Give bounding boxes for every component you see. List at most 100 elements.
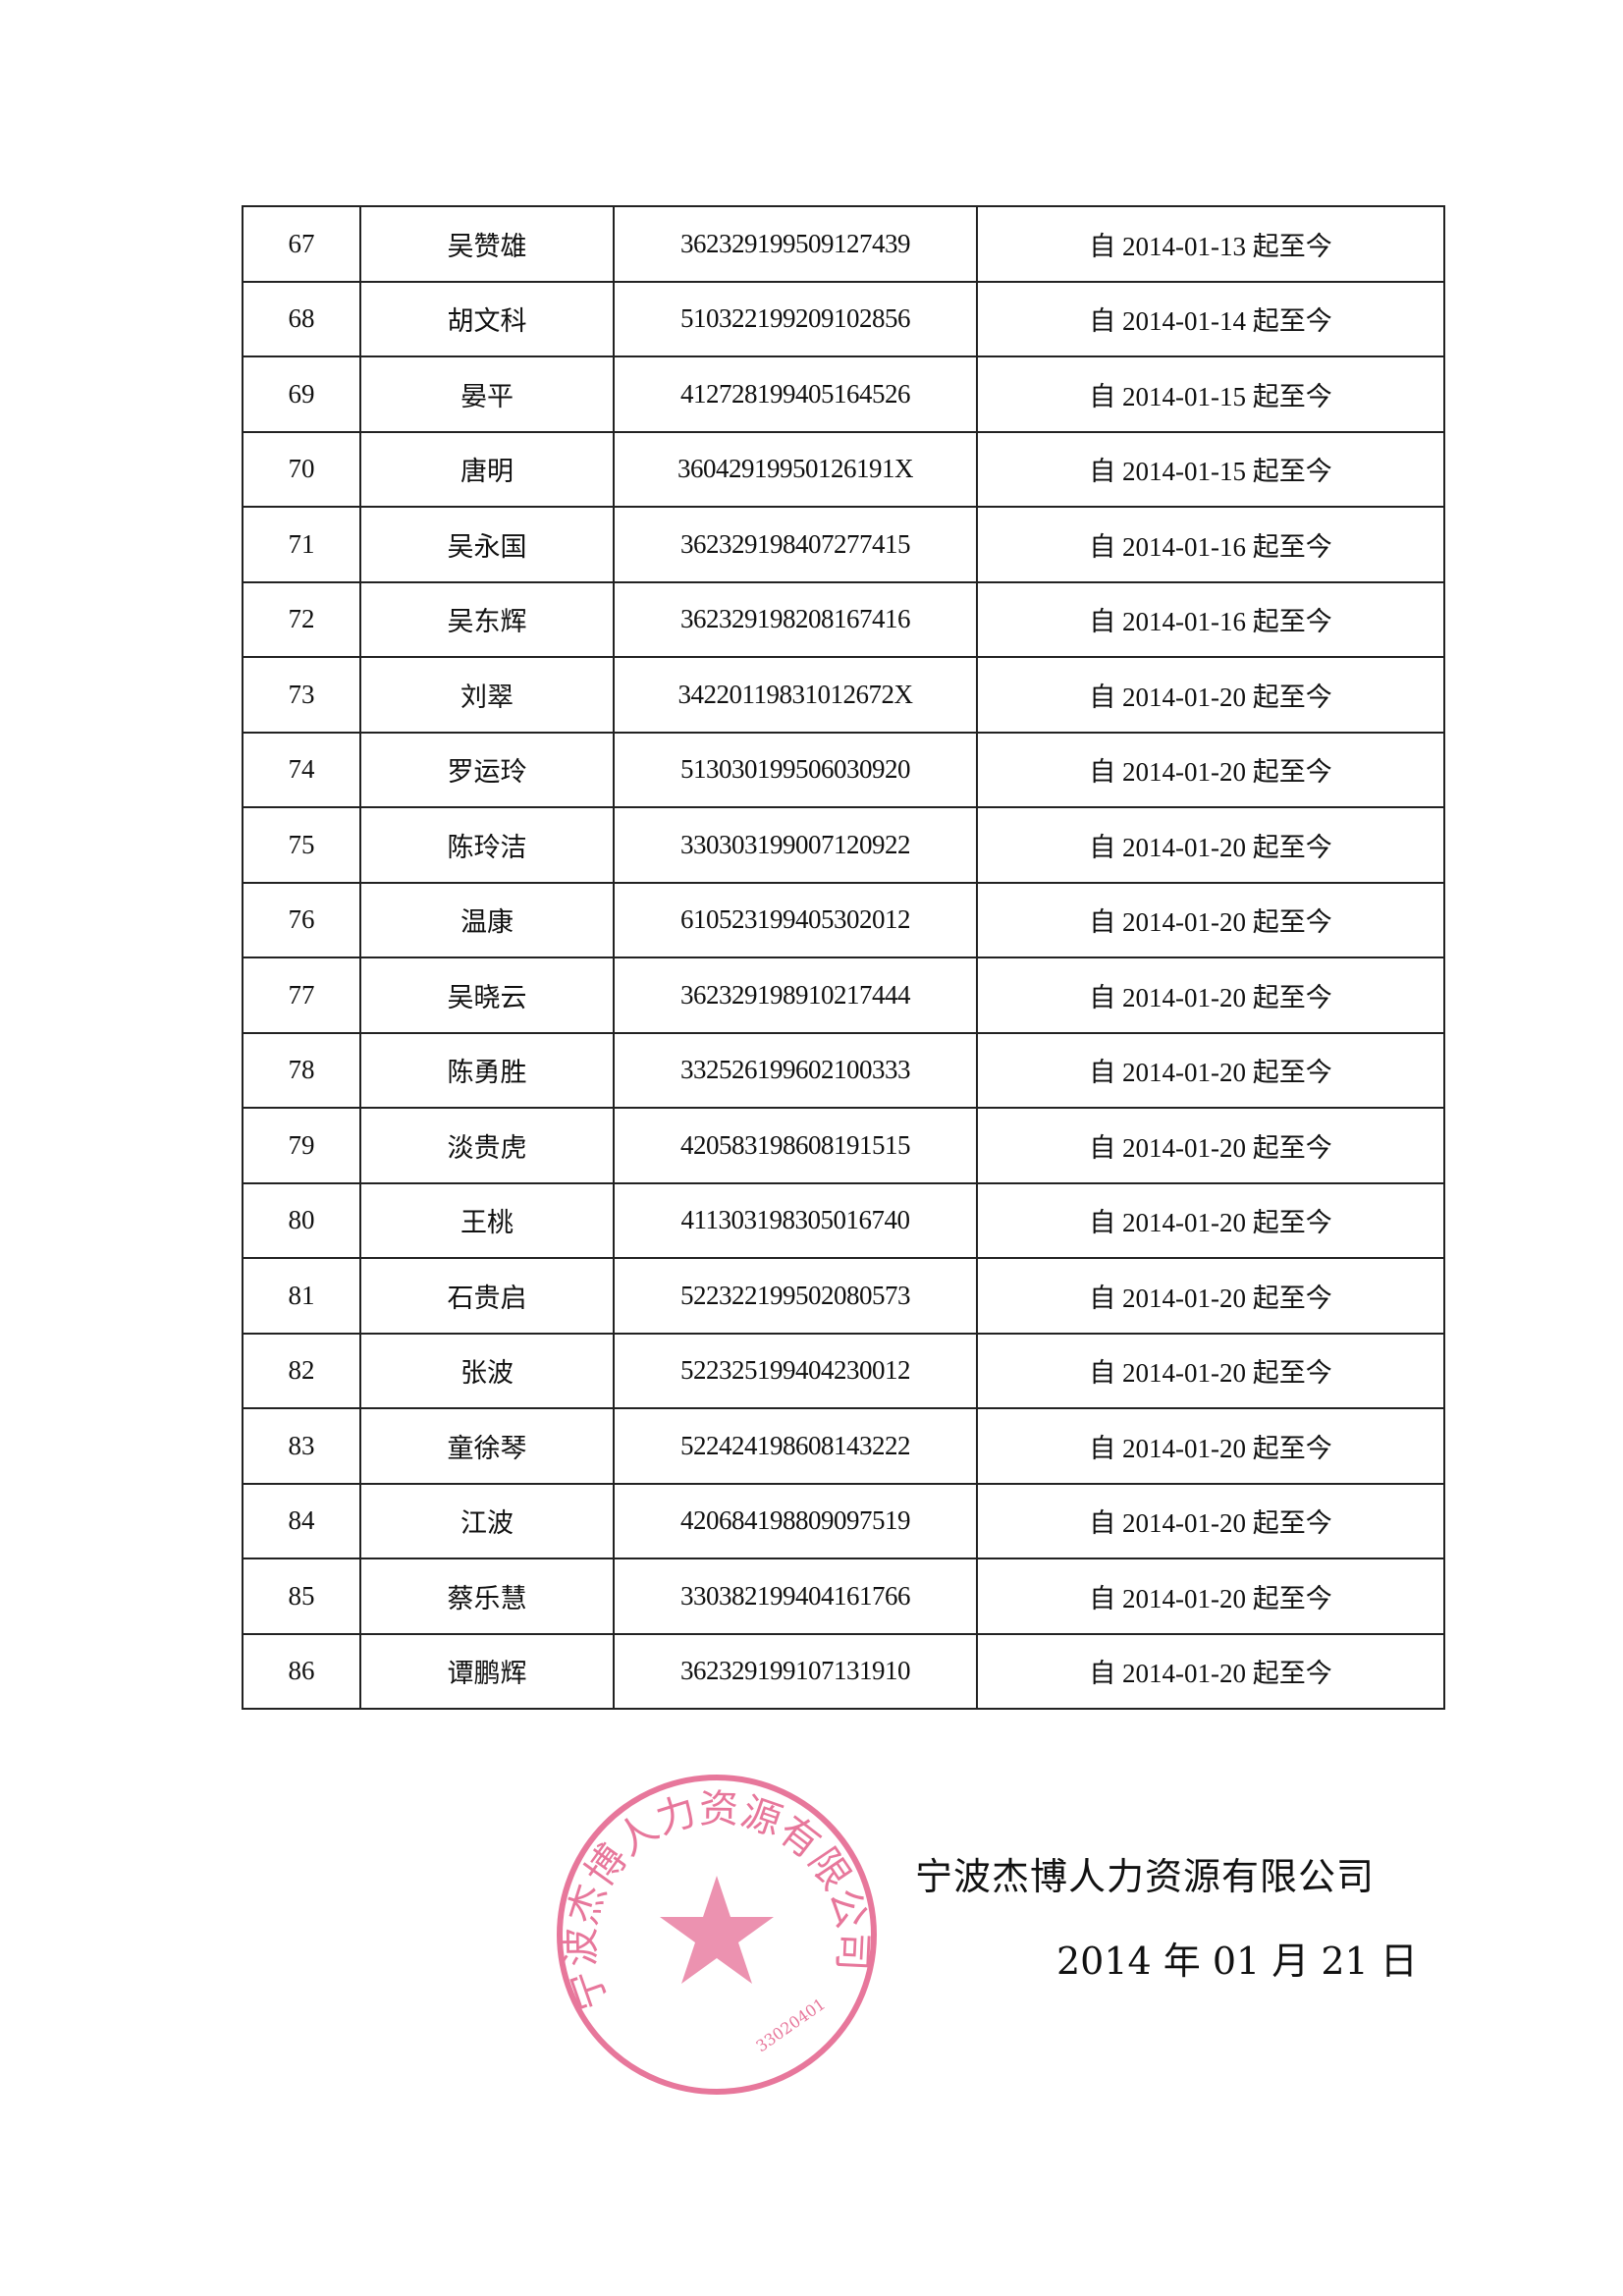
id-number: 34220119831012672X [613, 656, 978, 734]
row-number: 72 [242, 580, 361, 658]
id-number: 362329198407277415 [613, 506, 978, 583]
employee-name: 江波 [359, 1482, 615, 1559]
table-row: 86 谭鹏辉 362329199107131910 自 2014-01-20 起至今 [242, 1632, 1445, 1710]
table-row: 69 晏平 412728199405164526 自 2014-01-15 起至今 [242, 355, 1445, 433]
employment-period: 自 2014-01-16 起至今 [976, 580, 1445, 658]
employment-period: 自 2014-01-20 起至今 [976, 1031, 1445, 1109]
employment-period: 自 2014-01-13 起至今 [976, 205, 1445, 283]
employee-name: 陈勇胜 [359, 1031, 615, 1109]
id-number: 332526199602100333 [613, 1031, 978, 1109]
id-number: 362329199509127439 [613, 205, 978, 283]
id-number: 330303199007120922 [613, 806, 978, 884]
table-row: 70 唐明 36042919950126191X 自 2014-01-15 起至今 [242, 430, 1445, 508]
id-number: 362329198910217444 [613, 957, 978, 1034]
table-row: 77 吴晓云 362329198910217444 自 2014-01-20 起至今 [242, 957, 1445, 1034]
id-number: 522325199404230012 [613, 1332, 978, 1409]
table-row: 67 吴赞雄 362329199509127439 自 2014-01-13 起至今 [242, 205, 1445, 283]
employee-name: 吴晓云 [359, 957, 615, 1034]
row-number: 78 [242, 1031, 361, 1109]
employment-period: 自 2014-01-20 起至今 [976, 1407, 1445, 1485]
id-number: 411303198305016740 [613, 1181, 978, 1259]
employment-period: 自 2014-01-15 起至今 [976, 430, 1445, 508]
employment-period: 自 2014-01-20 起至今 [976, 1181, 1445, 1259]
row-number: 85 [242, 1558, 361, 1635]
row-number: 84 [242, 1482, 361, 1559]
id-number: 610523199405302012 [613, 881, 978, 958]
star-icon [660, 1876, 774, 1984]
employee-name: 温康 [359, 881, 615, 958]
row-number: 71 [242, 506, 361, 583]
employee-name: 淡贵虎 [359, 1107, 615, 1184]
row-number: 73 [242, 656, 361, 734]
row-number: 86 [242, 1632, 361, 1710]
table-row: 78 陈勇胜 332526199602100333 自 2014-01-20 起至今 [242, 1031, 1445, 1109]
employment-period: 自 2014-01-20 起至今 [976, 1482, 1445, 1559]
id-number: 420583198608191515 [613, 1107, 978, 1184]
table-row: 80 王桃 411303198305016740 自 2014-01-20 起至今 [242, 1181, 1445, 1259]
row-number: 77 [242, 957, 361, 1034]
employment-period: 自 2014-01-14 起至今 [976, 280, 1445, 357]
employee-name: 吴永国 [359, 506, 615, 583]
row-number: 68 [242, 280, 361, 357]
seal-ring [557, 1775, 877, 2095]
table-row: 68 胡文科 510322199209102856 自 2014-01-14 起至今 [242, 280, 1445, 357]
employee-name: 谭鹏辉 [359, 1632, 615, 1710]
row-number: 80 [242, 1181, 361, 1259]
table-row: 81 石贵启 522322199502080573 自 2014-01-20 起至今 [242, 1257, 1445, 1335]
table-row: 79 淡贵虎 420583198608191515 自 2014-01-20 起至今 [242, 1107, 1445, 1184]
employment-period: 自 2014-01-20 起至今 [976, 1257, 1445, 1335]
table-row: 76 温康 610523199405302012 自 2014-01-20 起至今 [242, 881, 1445, 958]
id-number: 330382199404161766 [613, 1558, 978, 1635]
table-row: 84 江波 420684198809097519 自 2014-01-20 起至今 [242, 1482, 1445, 1559]
table-row: 71 吴永国 362329198407277415 自 2014-01-16 起至今 [242, 506, 1445, 583]
employment-period: 自 2014-01-20 起至今 [976, 1558, 1445, 1635]
employee-name: 吴东辉 [359, 580, 615, 658]
seal-code: 33020401 [752, 1995, 829, 2055]
employee-name: 石贵启 [359, 1257, 615, 1335]
employment-period: 自 2014-01-20 起至今 [976, 656, 1445, 734]
table-row: 75 陈玲洁 330303199007120922 自 2014-01-20 起至今 [242, 806, 1445, 884]
employment-period: 自 2014-01-15 起至今 [976, 355, 1445, 433]
employee-name: 唐明 [359, 430, 615, 508]
row-number: 67 [242, 205, 361, 283]
id-number: 420684198809097519 [613, 1482, 978, 1559]
employee-name: 晏平 [359, 355, 615, 433]
employment-period: 自 2014-01-20 起至今 [976, 1107, 1445, 1184]
row-number: 70 [242, 430, 361, 508]
employee-name: 陈玲洁 [359, 806, 615, 884]
signature-date: 2014 年 01 月 21 日 [1056, 1940, 1418, 1983]
employment-period: 自 2014-01-20 起至今 [976, 1332, 1445, 1409]
employee-name: 蔡乐慧 [359, 1558, 615, 1635]
id-number: 510322199209102856 [613, 280, 978, 357]
row-number: 83 [242, 1407, 361, 1485]
id-number: 412728199405164526 [613, 355, 978, 433]
employment-period: 自 2014-01-20 起至今 [976, 1632, 1445, 1710]
employment-period: 自 2014-01-20 起至今 [976, 806, 1445, 884]
row-number: 69 [242, 355, 361, 433]
id-number: 362329199107131910 [613, 1632, 978, 1710]
table-row: 83 童徐琴 522424198608143222 自 2014-01-20 起至今 [242, 1407, 1445, 1485]
row-number: 74 [242, 731, 361, 808]
table-row: 85 蔡乐慧 330382199404161766 自 2014-01-20 起至今 [242, 1558, 1445, 1635]
table-row: 73 刘翠 34220119831012672X 自 2014-01-20 起至今 [242, 656, 1445, 734]
employment-period: 自 2014-01-20 起至今 [976, 881, 1445, 958]
id-number: 522322199502080573 [613, 1257, 978, 1335]
employment-period: 自 2014-01-20 起至今 [976, 957, 1445, 1034]
table-row: 72 吴东辉 362329198208167416 自 2014-01-16 起至今 [242, 580, 1445, 658]
employee-name: 刘翠 [359, 656, 615, 734]
employee-name: 童徐琴 [359, 1407, 615, 1485]
row-number: 82 [242, 1332, 361, 1409]
employee-table: 67 吴赞雄 362329199509127439 自 2014-01-13 起至今 6… [242, 205, 1445, 1710]
employee-name: 张波 [359, 1332, 615, 1409]
id-number: 522424198608143222 [613, 1407, 978, 1485]
row-number: 76 [242, 881, 361, 958]
row-number: 79 [242, 1107, 361, 1184]
employment-period: 自 2014-01-20 起至今 [976, 731, 1445, 808]
id-number: 513030199506030920 [613, 731, 978, 808]
table-row: 74 罗运玲 513030199506030920 自 2014-01-20 起至今 [242, 731, 1445, 808]
company-name: 宁波杰博人力资源有限公司 [915, 1855, 1376, 1898]
employee-name: 胡文科 [359, 280, 615, 357]
employee-name: 罗运玲 [359, 731, 615, 808]
id-number: 362329198208167416 [613, 580, 978, 658]
company-seal: 宁波杰博人力资源有限公司 33020401 [557, 1775, 877, 2095]
